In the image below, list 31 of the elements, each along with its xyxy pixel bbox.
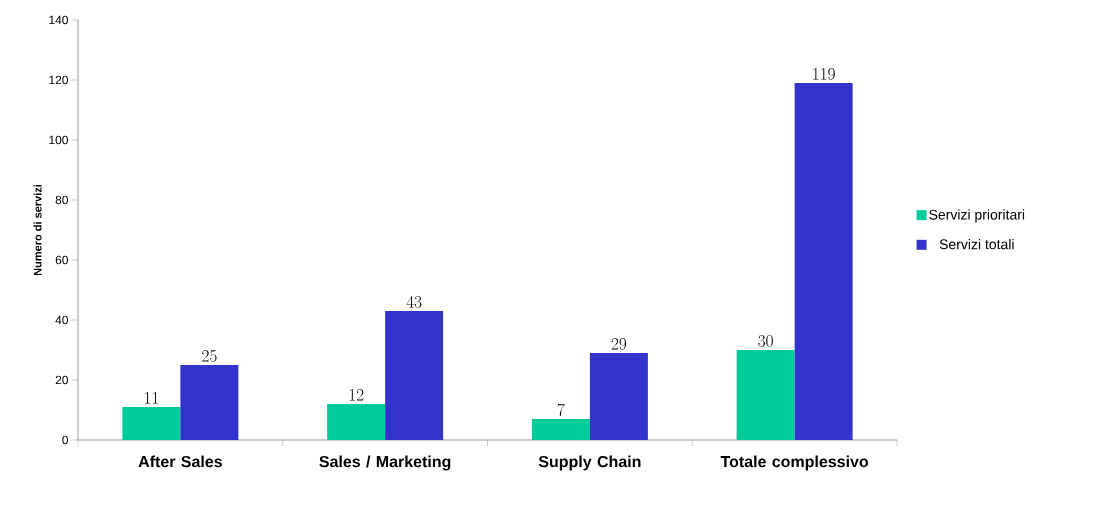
bar <box>736 349 795 440</box>
data-label: 119 <box>813 68 835 80</box>
y-tick-label: 140 <box>49 15 69 25</box>
legend-label: Servizi totali <box>939 238 1014 250</box>
bar <box>794 82 853 440</box>
y-tick-label: 40 <box>55 315 69 325</box>
data-label: 11 <box>144 392 159 404</box>
y-tick-label: 120 <box>49 75 69 85</box>
data-label: 7 <box>557 403 565 416</box>
y-tick-label: 20 <box>55 375 69 385</box>
data-label: 30 <box>758 335 773 347</box>
x-tick-label: Sales / Marketing <box>319 455 451 471</box>
x-tick-label: Supply Chain <box>538 455 641 471</box>
data-label: 25 <box>202 350 217 362</box>
bar <box>327 403 386 440</box>
y-axis-title: Numero di servizi <box>33 184 42 276</box>
data-label: 43 <box>406 295 422 308</box>
y-tick-label: 0 <box>62 435 69 445</box>
bar <box>385 310 444 440</box>
y-tick-label: 80 <box>55 195 69 205</box>
bar <box>589 352 648 440</box>
x-tick-label: After Sales <box>138 455 222 468</box>
data-label: 29 <box>611 338 627 350</box>
y-tick-label: 100 <box>49 135 69 145</box>
x-tick-label: Totale complessivo <box>720 455 869 471</box>
bar <box>122 406 181 440</box>
bar <box>180 364 239 440</box>
legend-label: Servizi prioritari <box>929 209 1025 223</box>
data-label: 12 <box>349 389 364 401</box>
bar <box>531 418 590 440</box>
y-tick-label: 60 <box>55 255 69 265</box>
